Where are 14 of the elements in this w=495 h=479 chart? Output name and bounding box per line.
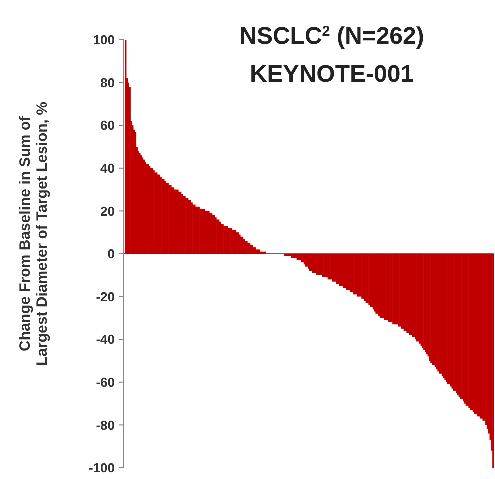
y-tick-label: 100 <box>93 32 115 48</box>
y-tick-label: -20 <box>96 289 115 304</box>
y-axis-title: Change From Baseline in Sum of Largest Diameter of Target Lesion, % <box>17 102 51 366</box>
chart-title: NSCLC$^{2}$ (N=262) <box>240 23 424 50</box>
text: KEYNOTE-001 <box>250 61 414 88</box>
y-tick-label: 0 <box>108 246 115 262</box>
y-tick-label: -60 <box>96 374 115 390</box>
y-tick-label: 40 <box>100 160 115 176</box>
y-tick-label: -100 <box>88 460 115 476</box>
y-tick-label: -40 <box>96 332 115 348</box>
y-tick-label: 80 <box>100 75 115 90</box>
y-tick-label: 20 <box>100 204 115 219</box>
y-tick-label: 60 <box>100 118 115 134</box>
y-tick-label: -80 <box>96 418 115 433</box>
